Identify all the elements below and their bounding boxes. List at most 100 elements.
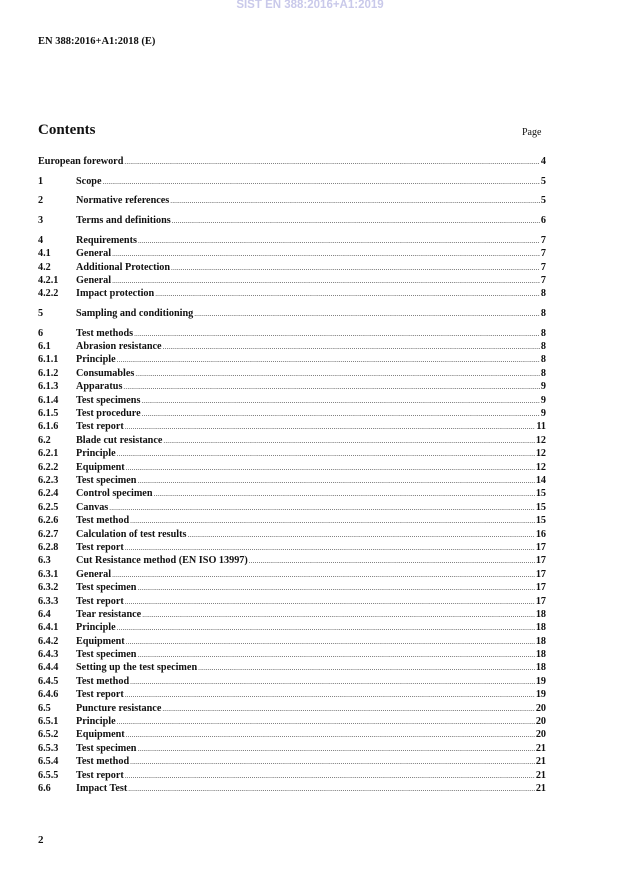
toc-entry[interactable]: 6.2.4 Control specimen 15 bbox=[38, 487, 546, 500]
toc-entry[interactable]: 6 Test methods 8 bbox=[38, 327, 546, 340]
toc-dot-leader bbox=[125, 689, 535, 702]
toc-entry[interactable]: 6.1 Abrasion resistance 8 bbox=[38, 340, 546, 353]
toc-entry-page: 20 bbox=[535, 729, 546, 741]
toc-entry-number: 6.1.6 bbox=[38, 421, 59, 433]
toc-entry-page: 19 bbox=[535, 689, 546, 701]
toc-entry-title: Impact Test bbox=[76, 782, 128, 794]
toc-entry[interactable]: 6.4.3 Test specimen 18 bbox=[38, 648, 546, 661]
toc-entry-number: 6.2.2 bbox=[38, 461, 59, 473]
toc-entry-page: 15 bbox=[535, 488, 546, 500]
toc-dot-leader bbox=[126, 462, 535, 475]
toc-entry[interactable]: 6.4.1 Principle 18 bbox=[38, 621, 546, 634]
toc-entry[interactable]: 6.3 Cut Resistance method (EN ISO 13997) 1… bbox=[38, 554, 546, 567]
toc-dot-leader bbox=[112, 569, 535, 582]
toc-entry[interactable]: 6.4.5 Test method 19 bbox=[38, 675, 546, 688]
toc-entry-number: 6.2.3 bbox=[38, 474, 59, 486]
toc-entry[interactable]: 6.4 Tear resistance 18 bbox=[38, 608, 546, 621]
toc-entry-title: Principle bbox=[76, 448, 116, 460]
toc-entry[interactable]: 6.2.2 Equipment 12 bbox=[38, 461, 546, 474]
toc-entry[interactable]: 6.4.2 Equipment 18 bbox=[38, 635, 546, 648]
table-of-contents: European foreword 4 1 Scope 5 2 Normative refe… bbox=[38, 155, 546, 795]
toc-entry-title: European foreword bbox=[38, 156, 124, 167]
toc-entry-number: 6.2.6 bbox=[38, 515, 59, 527]
toc-entry[interactable]: 6.3.3 Test report 17 bbox=[38, 595, 546, 608]
toc-entry[interactable]: 6.5.2 Equipment 20 bbox=[38, 728, 546, 741]
toc-entry-number: 6.3.3 bbox=[38, 595, 59, 607]
toc-entry[interactable]: 6.1.5 Test procedure 9 bbox=[38, 407, 546, 420]
toc-entry[interactable]: 6.2.3 Test specimen 14 bbox=[38, 474, 546, 487]
toc-entry[interactable]: 4.1 General 7 bbox=[38, 247, 546, 260]
toc-dot-leader bbox=[194, 308, 540, 321]
toc-entry[interactable]: 6.3.2 Test specimen 17 bbox=[38, 581, 546, 594]
toc-entry[interactable]: 6.5.3 Test specimen 21 bbox=[38, 742, 546, 755]
toc-entry[interactable]: 6.1.2 Consumables 8 bbox=[38, 367, 546, 380]
toc-dot-leader bbox=[109, 502, 535, 515]
toc-dot-leader bbox=[128, 783, 535, 796]
toc-entry-page: 6 bbox=[540, 215, 546, 227]
toc-dot-leader bbox=[134, 328, 540, 341]
toc-entry[interactable]: 4.2.1 General 7 bbox=[38, 274, 546, 287]
toc-entry[interactable]: 6.4.6 Test report 19 bbox=[38, 688, 546, 701]
toc-entry-page: 15 bbox=[535, 501, 546, 513]
toc-entry-number: 6.5 bbox=[38, 702, 51, 714]
toc-dot-leader bbox=[249, 555, 535, 568]
toc-entry[interactable]: 6.3.1 General 17 bbox=[38, 568, 546, 581]
toc-entry[interactable]: 6.1.4 Test specimens 9 bbox=[38, 394, 546, 407]
toc-entry-number: 6.4.6 bbox=[38, 689, 59, 701]
toc-entry[interactable]: 6.2.8 Test report 17 bbox=[38, 541, 546, 554]
toc-dot-leader bbox=[155, 288, 540, 301]
toc-dot-leader bbox=[154, 488, 535, 501]
toc-entry[interactable]: 6.1.1 Principle 8 bbox=[38, 353, 546, 366]
toc-entry-title: General bbox=[76, 568, 112, 580]
toc-entry[interactable]: 4.2.2 Impact protection 8 bbox=[38, 287, 546, 300]
toc-dot-leader bbox=[142, 609, 535, 622]
toc-entry[interactable]: 6.1.3 Apparatus 9 bbox=[38, 380, 546, 393]
toc-entry[interactable]: 6.5.4 Test method 21 bbox=[38, 755, 546, 768]
toc-entry[interactable]: 6.4.4 Setting up the test specimen 18 bbox=[38, 661, 546, 674]
toc-dot-leader bbox=[171, 262, 540, 275]
toc-dot-leader bbox=[137, 582, 534, 595]
toc-entry[interactable]: European foreword 4 bbox=[38, 155, 546, 168]
toc-entry[interactable]: 4 Requirements 7 bbox=[38, 234, 546, 247]
toc-entry-number: 6.3 bbox=[38, 555, 51, 567]
toc-entry[interactable]: 6.2.6 Test method 15 bbox=[38, 514, 546, 527]
toc-entry-number: 6.4.5 bbox=[38, 675, 59, 687]
toc-entry-page: 17 bbox=[535, 582, 546, 594]
toc-entry[interactable]: 4.2 Additional Protection 7 bbox=[38, 261, 546, 274]
toc-entry-title: Test specimen bbox=[76, 582, 137, 594]
toc-entry-title: Test specimen bbox=[76, 742, 137, 754]
toc-entry[interactable]: 6.6 Impact Test 21 bbox=[38, 782, 546, 795]
toc-entry-title: General bbox=[76, 248, 112, 260]
toc-entry[interactable]: 6.1.6 Test report 11 bbox=[38, 420, 546, 433]
toc-entry-title: Test methods bbox=[76, 327, 134, 339]
toc-entry-title: Requirements bbox=[76, 234, 137, 246]
toc-entry-page: 12 bbox=[535, 448, 546, 460]
toc-entry[interactable]: 2 Normative references 5 bbox=[38, 194, 546, 207]
toc-entry[interactable]: 5 Sampling and conditioning 8 bbox=[38, 307, 546, 320]
toc-entry-page: 20 bbox=[535, 716, 546, 728]
toc-entry-number: 6.2.1 bbox=[38, 448, 59, 460]
toc-dot-leader bbox=[163, 435, 534, 448]
toc-entry-number: 4.2 bbox=[38, 261, 51, 273]
toc-dot-leader bbox=[124, 156, 540, 169]
toc-entry-title: Additional Protection bbox=[76, 261, 171, 273]
toc-entry[interactable]: 6.5.5 Test report 21 bbox=[38, 769, 546, 782]
toc-entry-title: Canvas bbox=[76, 501, 109, 513]
toc-entry[interactable]: 6.2.7 Calculation of test results 16 bbox=[38, 528, 546, 541]
toc-entry[interactable]: 6.2.1 Principle 12 bbox=[38, 447, 546, 460]
toc-entry-page: 12 bbox=[535, 461, 546, 473]
toc-entry[interactable]: 6.2 Blade cut resistance 12 bbox=[38, 434, 546, 447]
toc-entry-page: 4 bbox=[540, 156, 546, 167]
toc-entry-page: 7 bbox=[540, 274, 546, 286]
toc-dot-leader bbox=[126, 729, 535, 742]
toc-entry[interactable]: 1 Scope 5 bbox=[38, 175, 546, 188]
toc-entry[interactable]: 6.2.5 Canvas 15 bbox=[38, 501, 546, 514]
toc-entry-number: 6.2.5 bbox=[38, 501, 59, 513]
toc-entry[interactable]: 3 Terms and definitions 6 bbox=[38, 214, 546, 227]
toc-entry-page: 8 bbox=[540, 327, 546, 339]
toc-entry-page: 17 bbox=[535, 555, 546, 567]
toc-entry-number: 4.2.1 bbox=[38, 274, 59, 286]
toc-entry-number: 6.5.3 bbox=[38, 742, 59, 754]
toc-entry[interactable]: 6.5.1 Principle 20 bbox=[38, 715, 546, 728]
toc-entry[interactable]: 6.5 Puncture resistance 20 bbox=[38, 702, 546, 715]
